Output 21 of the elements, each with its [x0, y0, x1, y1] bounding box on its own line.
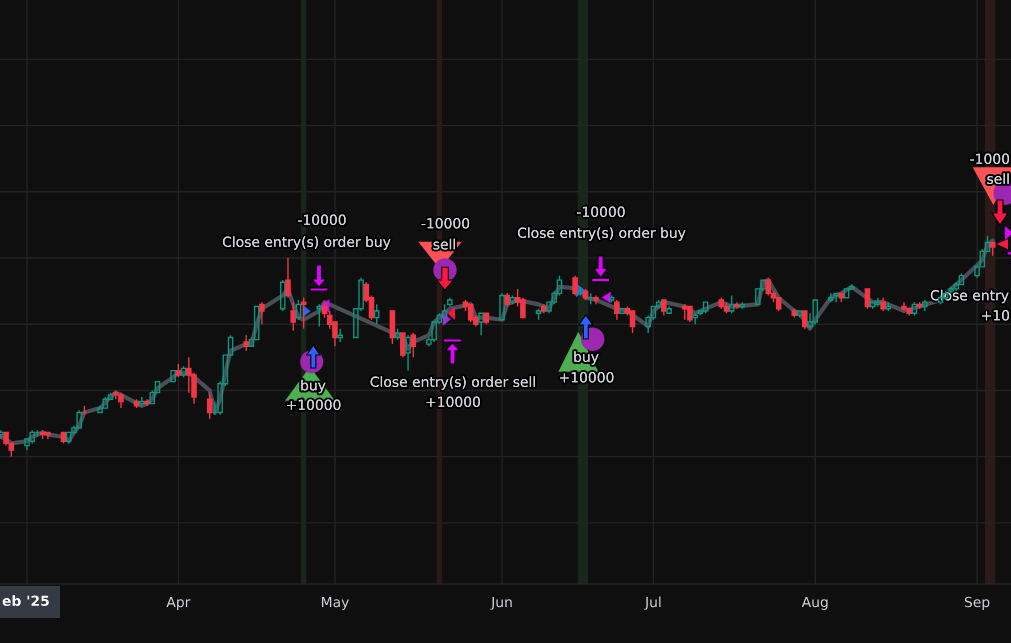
- x-tick-label: Jul: [644, 596, 661, 610]
- text: -1000: [970, 153, 1010, 165]
- x-tick-label: Aug: [801, 596, 828, 610]
- text: sell: [987, 173, 1009, 185]
- annotation: +10: [982, 310, 1010, 321]
- text: -10000: [298, 214, 346, 226]
- text: -10000: [577, 206, 625, 218]
- annotation: +10000: [560, 372, 614, 383]
- annotation: Close entry(s) order buy: [222, 236, 391, 250]
- x-tick-label: May: [321, 596, 349, 610]
- annotation: +10000: [287, 399, 341, 411]
- annotation: +10000: [426, 396, 480, 408]
- annotation: sell: [433, 238, 455, 250]
- text: -10000: [421, 218, 470, 229]
- x-tick-label: Sep: [964, 596, 990, 610]
- text: eb '25: [2, 595, 49, 607]
- annotation: buy: [301, 379, 326, 394]
- annotation: Close entry(s) order sell: [370, 376, 535, 390]
- x-tick-label: Apr: [166, 596, 191, 610]
- x-tick-label: Jun: [490, 596, 512, 610]
- annotation: Close entry(s) order buy: [517, 227, 686, 241]
